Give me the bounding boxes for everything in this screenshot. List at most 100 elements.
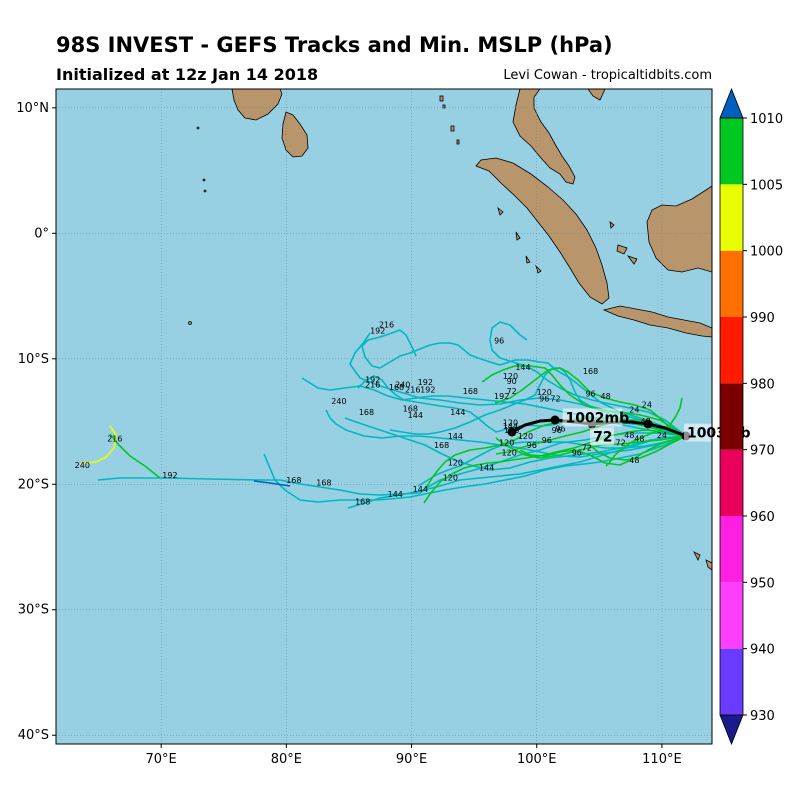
forecast-hour-label: 168	[463, 387, 478, 396]
simeulue-island	[497, 206, 504, 216]
colorbar-extend-low	[719, 714, 744, 746]
lon-tick-label: 90°E	[396, 752, 427, 767]
forecast-hour-label: 168	[403, 404, 418, 413]
forecast-hour-label: 168	[434, 441, 449, 450]
colorbar-tick-label: 1010	[750, 112, 783, 127]
forecast-hour-label: 144	[408, 411, 423, 420]
forecast-hour-label: 144	[413, 485, 428, 494]
lat-tick-label: 40°S	[18, 728, 49, 743]
forecast-hour-label: 48	[634, 435, 644, 444]
track-green-4	[481, 365, 687, 437]
australia-coast-fragment-2	[705, 559, 712, 571]
siberut-island	[535, 264, 542, 274]
track-green-10	[589, 435, 687, 461]
forecast-hour-label: 96	[585, 389, 595, 398]
colorbar-segment	[720, 118, 743, 185]
colorbar-segment	[720, 449, 743, 516]
forecast-hour-label: 192	[494, 392, 509, 401]
forecast-hour-label: 120	[502, 448, 517, 457]
lon-tick-label: 80°E	[271, 752, 302, 767]
forecast-hour-label: 216	[365, 381, 380, 390]
forecast-hour-label: 120	[537, 388, 552, 397]
colorbar-tick-label: 1005	[750, 178, 783, 193]
forecast-hour-label: 216	[107, 435, 122, 444]
forecast-hour-label: 192	[162, 471, 177, 480]
forecast-hour-label: 216	[379, 320, 394, 329]
mentawai-island	[525, 255, 531, 264]
colorbar-segment	[720, 648, 743, 715]
mean-point-24	[643, 419, 653, 429]
nias-island	[515, 231, 521, 241]
track-cyan-4	[344, 417, 687, 471]
forecast-hour-label: 144	[515, 363, 530, 372]
forecast-hour-label: 168	[355, 497, 370, 506]
forecast-hour-label: 144	[448, 432, 463, 441]
colorbar-tick-label: 1000	[750, 245, 783, 260]
colorbar-tick-label: 940	[750, 643, 775, 658]
chart-title: 98S INVEST - GEFS Tracks and Min. MSLP (…	[56, 33, 613, 57]
nicobar-island-b	[456, 139, 460, 145]
java-island	[602, 305, 712, 338]
forecast-hour-label: 144	[450, 408, 465, 417]
malay-peninsula-land	[512, 89, 576, 185]
nicobar-island-a	[450, 125, 455, 132]
forecast-hour-label: 240	[75, 461, 90, 470]
forecast-hour-label: 168	[359, 408, 374, 417]
track-yellow	[79, 425, 117, 465]
pressure-marker-label: 72	[593, 429, 612, 445]
lat-tick-label: 30°S	[18, 603, 49, 618]
colorbar-tick-label: 970	[750, 444, 775, 459]
mean-point-96	[550, 415, 560, 425]
forecast-hour-label: 96	[494, 337, 504, 346]
sri-lanka-island	[281, 111, 309, 158]
colorbar-extend-high	[719, 87, 744, 119]
colorbar-segment	[720, 582, 743, 649]
forecast-hour-label: 144	[388, 490, 403, 499]
christmas-islet	[188, 321, 192, 325]
australia-coast-fragment	[693, 551, 701, 561]
sri-lanka-land	[231, 89, 283, 121]
mean-point-120	[507, 427, 517, 437]
track-green-9	[495, 419, 687, 455]
forecast-hour-label: 120	[518, 432, 533, 441]
andaman-island-b	[442, 104, 446, 109]
forecast-hour-label: 192	[420, 386, 435, 395]
forecast-hour-label: 72	[507, 387, 517, 396]
map-axes: 10°N 0° 10°S 20°S 30°S 40°S 70°E 80°E 90°E 100°E 1…	[16, 101, 681, 767]
sumatra-island	[475, 157, 610, 305]
track-green-6	[605, 397, 683, 467]
track-blue	[253, 480, 291, 487]
track-green-2	[495, 435, 687, 459]
forecast-hour-label: 48	[629, 456, 639, 465]
lat-tick-label: 0°	[34, 226, 49, 241]
belitung-island	[626, 255, 638, 265]
forecast-hour-label: 72	[582, 443, 592, 452]
pressure-marker-box	[562, 408, 623, 427]
forecast-hour-label: 216	[405, 386, 420, 395]
map-frame	[55, 88, 713, 745]
forecast-hour-label: 168	[316, 479, 331, 488]
colorbar-segment	[720, 516, 743, 583]
forecast-hour-label: 48	[600, 392, 610, 401]
forecast-hour-label: 120	[448, 458, 463, 467]
author-credit: Levi Cowan - tropicaltidbits.com	[503, 68, 712, 83]
forecast-hour-label: 240	[331, 397, 346, 406]
colorbar-segment	[720, 250, 743, 317]
andaman-island-a	[439, 95, 444, 102]
forecast-hour-label: 24	[642, 401, 652, 410]
forecast-hour-label: 168	[286, 476, 301, 485]
chart-subtitle: Initialized at 12z Jan 14 2018	[56, 65, 319, 84]
pressure-marker-label: 1002mb	[566, 411, 630, 427]
forecast-hour-label: 144	[479, 463, 494, 472]
pressure-colorbar: 930 940 950 960 970 980 990 1000 1005 1010	[719, 87, 783, 746]
colorbar-segment	[720, 317, 743, 384]
forecast-hour-label: 96	[539, 394, 549, 403]
track-cyan-3	[361, 329, 687, 437]
colorbar-frame	[719, 117, 744, 716]
forecast-hour-label: 120	[503, 372, 518, 381]
forecast-hour-label: 96	[542, 436, 552, 445]
forecast-hour-label: 96	[527, 441, 537, 450]
colorbar-tick-label: 960	[750, 510, 775, 525]
pressure-marker-box	[590, 427, 615, 446]
forecast-hour-label: 168	[583, 367, 598, 376]
